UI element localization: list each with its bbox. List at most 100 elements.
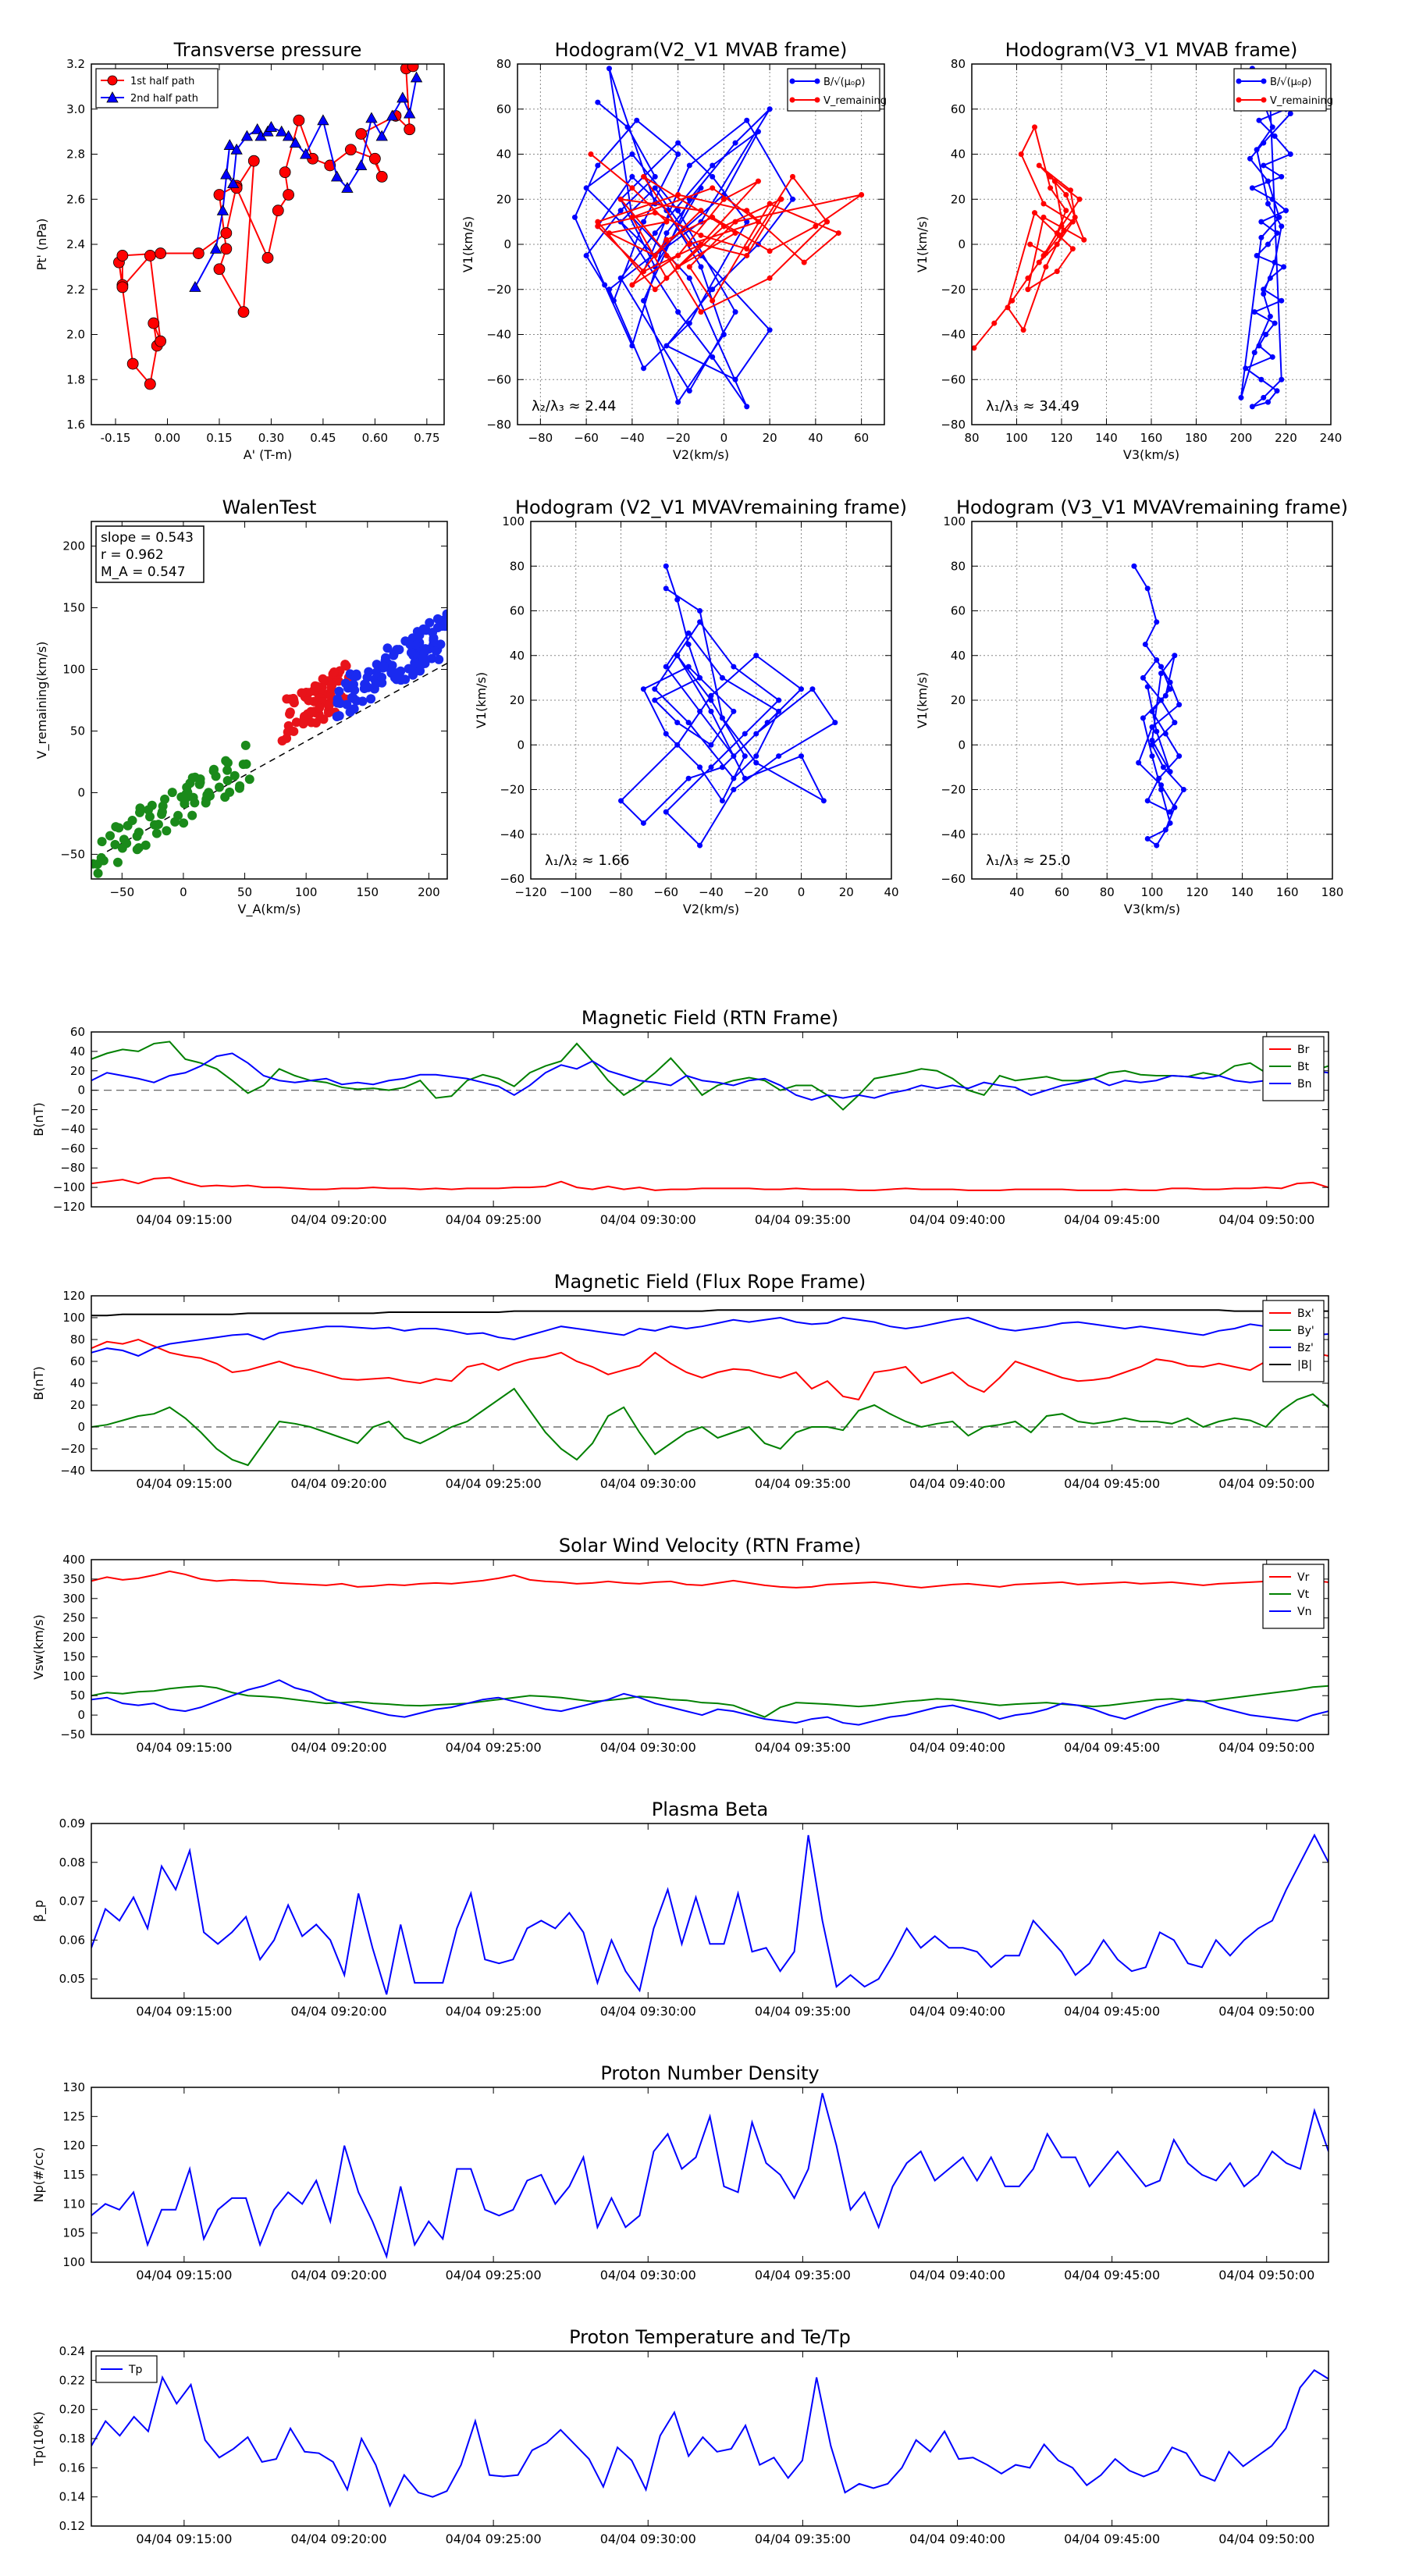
dot-marker: [1144, 798, 1151, 804]
dot-marker: [629, 173, 635, 180]
legend-label: Bt: [1297, 1061, 1310, 1073]
x-axis-label: V2(km/s): [673, 447, 729, 462]
dot-marker: [1162, 827, 1168, 833]
dot-marker: [732, 309, 738, 315]
dot-marker: [641, 173, 647, 180]
dot-marker: [719, 715, 725, 721]
triangle-marker: [410, 71, 423, 83]
x-tick-label: 04/04 09:25:00: [446, 1476, 542, 1491]
dot-marker: [675, 264, 681, 270]
plot-area: [91, 1041, 1329, 1191]
y-tick-label: 2.6: [66, 192, 85, 206]
dot-marker: [710, 354, 716, 360]
plot-area: [972, 66, 1293, 410]
series-line: [1240, 68, 1292, 407]
legend-label: 2nd half path: [130, 93, 198, 105]
dot-marker: [708, 764, 714, 770]
y-tick-label: 0.22: [59, 2373, 85, 2387]
dot-marker: [1251, 350, 1257, 356]
scatter-point: [372, 667, 382, 678]
dot-marker: [698, 309, 704, 315]
x-tick-label: 04/04 09:25:00: [446, 2268, 542, 2282]
x-tick-label: 04/04 09:25:00: [446, 2532, 542, 2546]
y-tick-label: −50: [60, 847, 85, 861]
dot-marker: [1154, 656, 1160, 663]
dot-marker: [767, 248, 773, 254]
dot-marker: [776, 753, 782, 760]
x-tick-label: 100: [295, 885, 318, 899]
dot-marker: [629, 343, 635, 349]
dot-marker: [1172, 653, 1178, 659]
legend-label: |B|: [1297, 1359, 1312, 1372]
dot-marker: [1032, 210, 1037, 216]
dot-marker: [753, 731, 759, 737]
dot-marker: [1069, 219, 1076, 225]
dot-marker: [1283, 208, 1289, 214]
dot-marker: [686, 275, 692, 281]
dot-marker: [1265, 201, 1271, 207]
dot-marker: [744, 246, 750, 252]
series-line-Br: [91, 1176, 1329, 1191]
dot-marker: [595, 99, 601, 105]
legend: B/√(μ₀ρ) V_remaining: [787, 68, 887, 112]
x-tick-label: 04/04 09:20:00: [290, 2268, 386, 2282]
scatter-point: [158, 801, 168, 811]
x-tick-label: 04/04 09:20:00: [290, 2004, 386, 2019]
dot-marker: [1154, 728, 1160, 735]
x-tick-label: 04/04 09:35:00: [755, 1740, 851, 1755]
dot-marker: [1160, 764, 1166, 770]
scatter-point: [425, 617, 435, 628]
legend-box: [1262, 1036, 1325, 1101]
dot-marker: [686, 320, 692, 326]
x-tick-label: 220: [1275, 431, 1297, 445]
x-axis-label: V3(km/s): [1124, 902, 1180, 916]
dot-marker: [835, 230, 841, 237]
circle-marker: [155, 247, 167, 259]
dot-marker: [1018, 151, 1024, 157]
dot-marker: [708, 742, 714, 748]
dot-marker: [1054, 241, 1060, 247]
x-tick-label: 04/04 09:50:00: [1218, 1476, 1314, 1491]
x-tick-label: 04/04 09:30:00: [600, 1476, 696, 1491]
y-axis-label: V_remaining(km/s): [34, 642, 50, 760]
x-tick-label: 120: [1186, 885, 1208, 899]
scatter-point: [442, 609, 447, 619]
y-tick-label: 80: [951, 559, 966, 573]
hodo_v2v1_mvav-frame: [530, 521, 892, 880]
plot-area: [571, 66, 865, 410]
series-line-Beta: [91, 1833, 1329, 1995]
y-axis-label: B(nT): [31, 1102, 46, 1136]
hodo_v3v1_mvav-frame: [971, 521, 1333, 880]
x-tick-label: 04/04 09:40:00: [909, 2268, 1005, 2282]
dot-marker: [767, 275, 773, 281]
x-tick-label: 140: [1095, 431, 1118, 445]
legend-label: Tp: [128, 2364, 143, 2376]
scatter-point: [334, 686, 344, 696]
y-tick-label: 60: [951, 604, 966, 618]
circle-marker: [247, 155, 260, 167]
dot-marker: [1063, 208, 1069, 214]
triangle-marker: [386, 109, 399, 121]
x-tick-label: 0.75: [414, 431, 439, 445]
x-tick-label: 04/04 09:50:00: [1218, 1740, 1314, 1755]
dot-marker: [859, 191, 865, 197]
dot-marker: [732, 219, 738, 225]
plot-area: [113, 64, 423, 390]
legend-box: [1262, 1564, 1325, 1629]
dot-marker: [698, 208, 704, 214]
dot-marker: [697, 764, 703, 770]
dot-marker: [1281, 264, 1287, 270]
dot-marker: [1043, 264, 1049, 270]
x-tick-label: 04/04 09:15:00: [136, 2268, 232, 2282]
dot-marker: [663, 219, 670, 225]
dot-marker: [624, 124, 631, 130]
dot-marker: [1263, 332, 1269, 337]
eigen-ratio: λ₁/λ₂ ≈ 1.66: [545, 852, 629, 869]
series-line-Vt: [91, 1685, 1329, 1718]
x-tick-label: 04/04 09:30:00: [600, 2532, 696, 2546]
hodo_v3v1_mvab-frame: [971, 63, 1332, 425]
scatter-point: [241, 759, 251, 769]
scatter-point: [167, 788, 177, 798]
dot-marker: [1149, 724, 1155, 730]
scatter-point: [289, 726, 299, 736]
